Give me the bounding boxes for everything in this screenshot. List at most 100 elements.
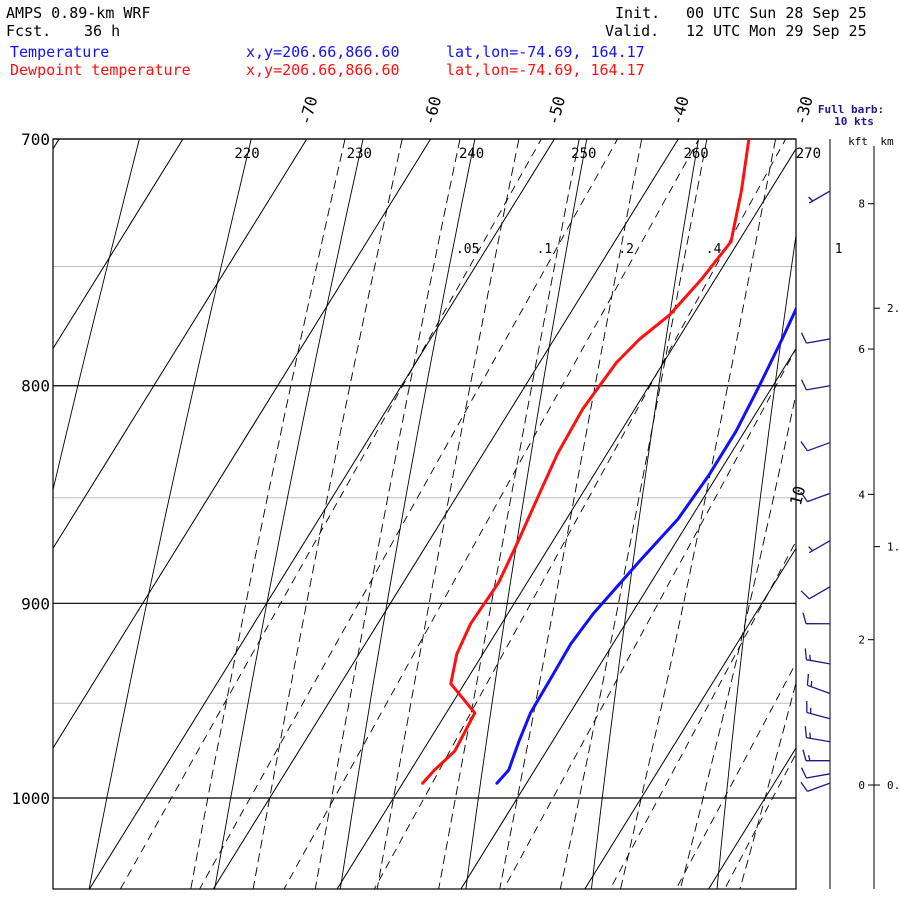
moist-adiabat-line: [559, 139, 708, 889]
dry-adiabat-label: 260: [683, 146, 708, 162]
kft-label: kft: [848, 135, 868, 148]
wind-barb: [800, 586, 831, 600]
wind-barbs: [800, 139, 831, 889]
wind-barb: [800, 491, 831, 503]
wind-barb: [808, 540, 831, 554]
wind-barb-staff: [808, 586, 831, 600]
mixing-ratio-label: .1: [537, 242, 553, 257]
wind-barb-half-feather: [808, 196, 814, 202]
diagram-frame: [52, 138, 797, 890]
dry-adiabat-line: [716, 232, 796, 889]
wind-barb: [806, 673, 831, 695]
wind-barb: [808, 190, 831, 204]
height-scale: Full barb:10 kts kft km 8 6 4 2 0 2. 1. 0.: [818, 103, 900, 889]
mixing-ratio-line: [373, 139, 787, 889]
wind-barb-staff: [807, 684, 831, 695]
model-title: AMPS 0.89-km WRF: [6, 4, 151, 22]
valid-time: 12 UTC Mon 29 Sep 25: [686, 22, 867, 40]
wind-barb-staff: [806, 711, 831, 720]
mixing-ratio-line: [675, 661, 796, 889]
dry-adiabat-line: [214, 139, 364, 889]
temperature-profile: [495, 305, 796, 785]
wind-barb-feather: [800, 767, 807, 779]
mixing-ratio-label: .05: [456, 242, 479, 257]
legend-dewpoint-name: Dewpoint temperature: [10, 61, 191, 79]
dewpoint-profile: [421, 139, 751, 785]
wind-barb: [804, 648, 831, 665]
wind-barb-staff: [806, 338, 831, 344]
dry-adiabat-label: 230: [347, 146, 372, 162]
wind-barb-staff: [806, 385, 831, 391]
forecast-hours: 36 h: [84, 22, 121, 40]
wind-barb-feather: [800, 332, 807, 344]
wind-barb-feather: [800, 781, 808, 792]
wind-barb-staff: [807, 492, 831, 503]
legend-dewpoint-xy: x,y=206.66,866.60: [246, 61, 400, 79]
dry-adiabat-line: [88, 139, 252, 889]
plot-border: [52, 138, 797, 890]
kft-tick-label: 8: [858, 198, 865, 211]
wind-barb-feather: [800, 441, 808, 452]
isotherm-label: -70: [296, 94, 322, 127]
forecast-label: Fcst.: [6, 22, 52, 40]
dry-adiabat-label: 240: [459, 146, 484, 162]
pressure-tick-label: 800: [21, 377, 50, 396]
km-label: km: [880, 135, 894, 148]
wind-barb-feather: [806, 673, 810, 686]
init-label: Init.: [615, 4, 661, 22]
isotherm-label: 10: [786, 484, 809, 508]
wind-barb: [802, 612, 831, 625]
isotherm-label: -30: [791, 94, 817, 127]
wind-barb-staff: [807, 441, 831, 452]
wind-barb-half-feather: [809, 654, 811, 661]
kft-tick-label: 4: [858, 488, 865, 501]
kft-tick-label: 6: [858, 343, 865, 356]
moist-adiabat-line: [314, 139, 461, 889]
dry-adiabat-line: [843, 137, 900, 891]
wind-barb-staff: [806, 659, 831, 665]
moist-adiabat-line: [499, 139, 643, 889]
legend-temperature-name: Temperature: [10, 43, 110, 61]
mixing-ratio-line: [724, 752, 796, 889]
moist-adiabat-line: [252, 139, 403, 889]
wind-barb: [806, 701, 831, 720]
wind-barb-half-feather: [809, 732, 811, 739]
barb-note-value: 10 kts: [834, 115, 874, 128]
wind-barb: [804, 726, 831, 743]
wind-barb-half-feather: [810, 680, 813, 687]
isotherm-line: [460, 347, 796, 889]
dry-adiabat-label: 250: [571, 146, 596, 162]
isotherm-line: [53, 139, 60, 150]
diagram-series: [421, 139, 796, 785]
valid-label: Valid.: [605, 22, 660, 40]
wind-barb-feather: [800, 491, 808, 502]
moist-adiabat-line: [376, 139, 520, 889]
km-tick-label: 1.: [887, 541, 900, 554]
wind-barb: [800, 781, 831, 793]
mixing-ratio-label: .2: [618, 242, 634, 257]
km-tick-label: 2.: [887, 302, 900, 315]
mixing-ratio-label: .4: [706, 242, 722, 257]
wind-barb-half-feather: [807, 755, 811, 761]
wind-barb-feather: [804, 648, 808, 660]
barb-note: Full barb:: [818, 103, 884, 116]
diagram-grid: [53, 137, 900, 891]
wind-barb-feather: [802, 749, 807, 761]
isotherm-label: -50: [543, 94, 569, 127]
legend-dewpoint-latlon: lat,lon=-74.69, 164.17: [446, 61, 645, 79]
wind-barb-feather: [804, 726, 808, 738]
mixing-ratio-line: [283, 139, 700, 889]
wind-barb-feather: [800, 590, 810, 600]
wind-barb-staff: [807, 782, 831, 793]
legend-temperature-xy: x,y=206.66,866.60: [246, 43, 400, 61]
wind-barb-staff: [806, 773, 831, 779]
wind-barb: [800, 332, 831, 344]
isotherm-line: [584, 547, 796, 889]
wind-barb-staff: [806, 736, 831, 743]
isotherm-line: [53, 139, 432, 750]
km-tick-label: 0.: [887, 779, 900, 792]
dry-adiabat-label: 220: [234, 146, 259, 162]
wind-barb: [800, 441, 831, 452]
mixing-ratio-line: [119, 139, 542, 889]
